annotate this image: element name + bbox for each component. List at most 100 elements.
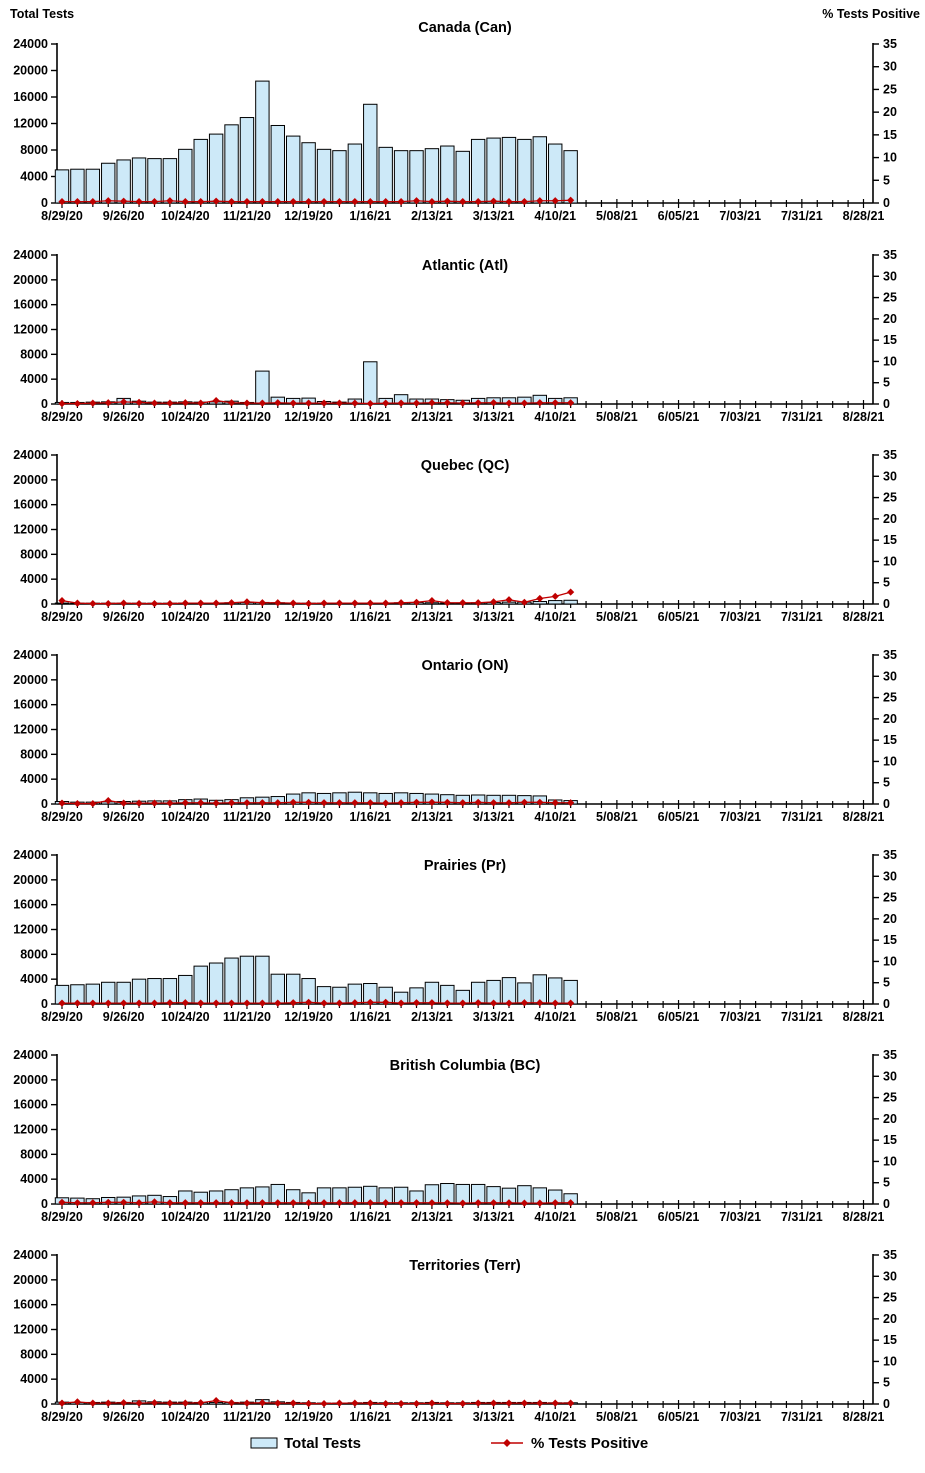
diamond-marker bbox=[551, 197, 559, 205]
diamond-marker bbox=[351, 1399, 359, 1407]
diamond-marker bbox=[489, 1399, 498, 1407]
x-tick-label: 3/13/21 bbox=[473, 209, 515, 221]
right-tick-label: 35 bbox=[883, 648, 897, 662]
x-tick-label: 1/16/21 bbox=[349, 410, 391, 421]
diamond-marker bbox=[505, 1399, 513, 1407]
diamond-marker bbox=[73, 799, 82, 808]
bar bbox=[116, 159, 131, 204]
diamond-marker bbox=[567, 1199, 575, 1207]
diamond-marker bbox=[73, 599, 82, 607]
diamond-marker bbox=[104, 796, 112, 805]
diamond-marker bbox=[474, 599, 482, 607]
bar bbox=[363, 361, 378, 405]
x-tick-label: 7/31/21 bbox=[781, 610, 823, 621]
bar bbox=[255, 80, 270, 204]
diamond-marker bbox=[227, 399, 236, 407]
x-tick-label: 4/10/21 bbox=[534, 610, 576, 621]
bar bbox=[548, 600, 563, 605]
bar bbox=[440, 145, 455, 204]
diamond-marker bbox=[58, 596, 66, 605]
right-tick-label: 10 bbox=[883, 554, 897, 568]
diamond-marker bbox=[366, 1199, 374, 1207]
diamond-marker bbox=[181, 599, 189, 607]
diamond-marker bbox=[197, 399, 205, 407]
diamond-marker bbox=[212, 999, 220, 1007]
x-tick-label: 8/28/21 bbox=[843, 410, 885, 421]
bar bbox=[486, 137, 501, 204]
panel-title: Prairies (Pr) bbox=[424, 858, 506, 874]
x-tick-label: 1/16/21 bbox=[349, 209, 391, 221]
right-tick-label: 15 bbox=[883, 1333, 897, 1347]
legend: Total Tests % Tests Positive bbox=[0, 1423, 925, 1463]
bar bbox=[255, 370, 270, 405]
diamond-marker bbox=[89, 799, 97, 808]
x-tick-label: 5/08/21 bbox=[596, 810, 638, 821]
bar bbox=[208, 962, 224, 1005]
right-tick-label: 25 bbox=[883, 1291, 897, 1305]
right-tick-label: 25 bbox=[883, 82, 897, 96]
panel-title: Atlantic (Atl) bbox=[422, 258, 508, 274]
diamond-marker bbox=[505, 999, 513, 1007]
x-tick-label: 12/19/20 bbox=[284, 1010, 333, 1021]
pct-positive-line bbox=[61, 799, 571, 805]
right-axis-title: % Tests Positive bbox=[822, 7, 920, 21]
left-tick-label: 8000 bbox=[20, 347, 48, 361]
x-tick-label: 10/24/20 bbox=[161, 610, 210, 621]
x-tick-label: 5/08/21 bbox=[596, 1410, 638, 1421]
right-tick-label: 35 bbox=[883, 37, 897, 51]
x-tick-label: 10/24/20 bbox=[161, 410, 210, 421]
diamond-marker bbox=[320, 599, 328, 607]
x-tick-label: 1/16/21 bbox=[349, 1210, 391, 1221]
diamond-marker bbox=[212, 396, 220, 405]
diamond-marker bbox=[166, 1199, 174, 1207]
x-tick-label: 7/03/21 bbox=[719, 610, 761, 621]
right-tick-label: 0 bbox=[883, 1397, 890, 1411]
right-tick-label: 10 bbox=[883, 354, 897, 368]
diamond-marker bbox=[58, 399, 66, 408]
diamond-marker bbox=[73, 999, 82, 1007]
left-tick-label: 20000 bbox=[13, 873, 48, 887]
x-tick-label: 12/19/20 bbox=[284, 1410, 333, 1421]
right-tick-label: 25 bbox=[883, 491, 897, 505]
bar bbox=[424, 148, 440, 204]
right-tick-label: 20 bbox=[883, 912, 897, 926]
left-tick-label: 8000 bbox=[20, 747, 48, 761]
diamond-marker bbox=[382, 1399, 390, 1408]
diamond-marker bbox=[89, 999, 97, 1007]
x-tick-label: 1/16/21 bbox=[349, 610, 391, 621]
x-tick-label: 10/24/20 bbox=[161, 1410, 210, 1421]
diamond-marker bbox=[320, 198, 328, 206]
x-tick-label: 3/13/21 bbox=[473, 810, 515, 821]
diamond-marker bbox=[366, 1399, 374, 1407]
diamond-marker bbox=[536, 594, 544, 603]
left-tick-label: 16000 bbox=[13, 898, 48, 912]
bar bbox=[193, 138, 208, 204]
x-tick-label: 12/19/20 bbox=[284, 410, 333, 421]
bar bbox=[270, 973, 285, 1005]
right-tick-label: 30 bbox=[883, 60, 897, 74]
diamond-marker bbox=[289, 1199, 297, 1207]
x-tick-label: 7/31/21 bbox=[781, 1410, 823, 1421]
diamond-marker bbox=[227, 198, 236, 206]
bar bbox=[532, 136, 548, 204]
diamond-marker bbox=[567, 999, 575, 1007]
diamond-marker bbox=[197, 1199, 205, 1207]
x-tick-label: 6/05/21 bbox=[658, 810, 700, 821]
left-tick-label: 4000 bbox=[20, 372, 48, 386]
x-tick-label: 8/29/20 bbox=[41, 410, 83, 421]
diamond-marker bbox=[243, 999, 251, 1007]
diamond-marker bbox=[274, 599, 282, 607]
diamond-marker bbox=[212, 197, 220, 205]
diamond-marker bbox=[335, 1199, 344, 1207]
bar bbox=[301, 142, 316, 204]
right-tick-label: 5 bbox=[883, 976, 890, 990]
panel-title: Quebec (QC) bbox=[421, 458, 510, 474]
diamond-marker bbox=[274, 1199, 282, 1207]
diamond-marker bbox=[305, 1399, 313, 1408]
x-tick-label: 5/08/21 bbox=[596, 410, 638, 421]
diamond-marker bbox=[474, 1399, 482, 1407]
left-tick-label: 20000 bbox=[13, 273, 48, 287]
diamond-marker bbox=[536, 197, 544, 205]
diamond-marker bbox=[305, 1199, 313, 1207]
x-tick-label: 3/13/21 bbox=[473, 610, 515, 621]
